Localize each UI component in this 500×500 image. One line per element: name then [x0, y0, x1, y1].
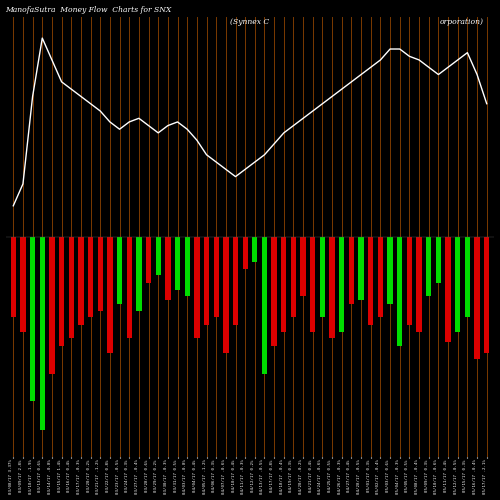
Bar	[262, 237, 267, 374]
Bar	[68, 237, 74, 338]
Bar	[204, 237, 209, 326]
Bar	[175, 237, 180, 290]
Text: (Synnex C: (Synnex C	[230, 18, 269, 26]
Bar	[107, 237, 112, 352]
Bar	[98, 237, 103, 310]
Bar	[117, 237, 122, 304]
Bar	[368, 237, 374, 326]
Bar	[388, 237, 393, 304]
Bar	[349, 237, 354, 304]
Bar	[426, 237, 432, 296]
Bar	[407, 237, 412, 326]
Bar	[59, 237, 64, 346]
Bar	[20, 237, 25, 332]
Bar	[339, 237, 344, 332]
Text: ManofaSutra  Money Flow  Charts for SNX: ManofaSutra Money Flow Charts for SNX	[6, 6, 172, 14]
Bar	[50, 237, 54, 374]
Bar	[436, 237, 441, 284]
Bar	[214, 237, 219, 317]
Bar	[30, 237, 36, 401]
Bar	[474, 237, 480, 359]
Bar	[446, 237, 450, 342]
Bar	[184, 237, 190, 296]
Bar	[320, 237, 325, 317]
Bar	[455, 237, 460, 332]
Bar	[88, 237, 93, 317]
Bar	[416, 237, 422, 332]
Bar	[300, 237, 306, 296]
Bar	[40, 237, 45, 430]
Bar	[378, 237, 383, 317]
Bar	[126, 237, 132, 338]
Bar	[281, 237, 286, 332]
Bar	[464, 237, 470, 317]
Bar	[272, 237, 277, 346]
Bar	[330, 237, 335, 338]
Bar	[484, 237, 490, 352]
Bar	[78, 237, 84, 326]
Text: orporation): orporation)	[440, 18, 484, 26]
Bar	[156, 237, 161, 275]
Bar	[358, 237, 364, 300]
Bar	[165, 237, 170, 300]
Bar	[10, 237, 16, 317]
Bar	[146, 237, 151, 284]
Bar	[136, 237, 141, 310]
Bar	[223, 237, 228, 352]
Bar	[233, 237, 238, 326]
Bar	[310, 237, 316, 332]
Bar	[397, 237, 402, 346]
Bar	[242, 237, 248, 268]
Bar	[194, 237, 200, 338]
Bar	[291, 237, 296, 317]
Bar	[252, 237, 258, 262]
